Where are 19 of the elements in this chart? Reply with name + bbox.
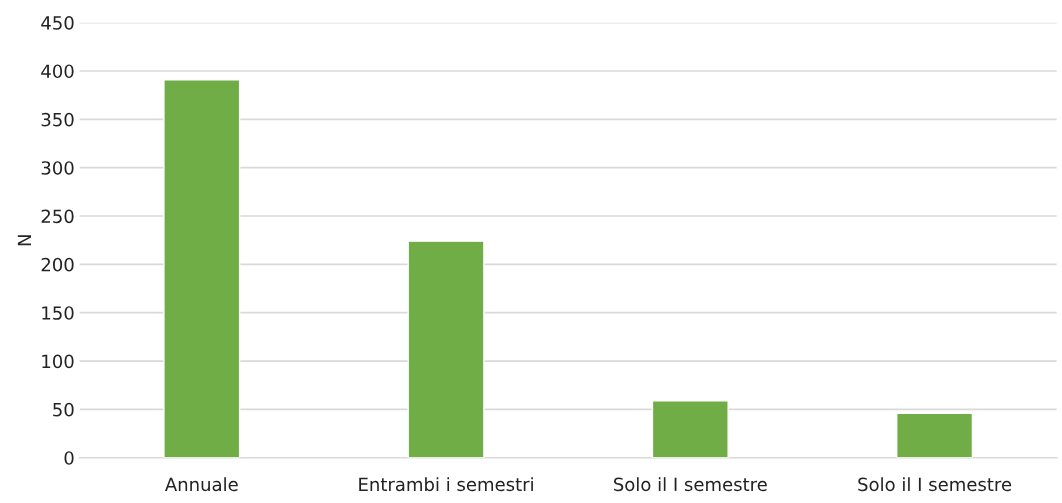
bar: [407, 240, 485, 458]
y-tick-label: 100: [42, 354, 74, 369]
y-tick-label: 350: [41, 112, 74, 127]
x-tick-label: Annuale: [164, 477, 238, 492]
y-tick-label: 250: [41, 209, 74, 224]
y-axis-title: N: [17, 235, 32, 246]
bar: [896, 412, 974, 458]
y-tick-label: 50: [53, 402, 74, 417]
x-tick-label: Entrambi i semestri: [359, 477, 533, 492]
y-tick-label: 400: [41, 64, 74, 79]
y-tick-label: 0: [64, 451, 74, 465]
bar: [651, 399, 729, 458]
y-tick-label: 150: [42, 306, 74, 320]
bar: [163, 78, 241, 458]
y-tick-label: 300: [41, 161, 74, 175]
x-tick-label: Solo il I semestre: [614, 477, 767, 492]
y-tick-label: 450: [41, 16, 74, 30]
y-tick-label: 200: [41, 257, 74, 272]
x-tick-label: Solo il I semestre: [858, 477, 1012, 492]
